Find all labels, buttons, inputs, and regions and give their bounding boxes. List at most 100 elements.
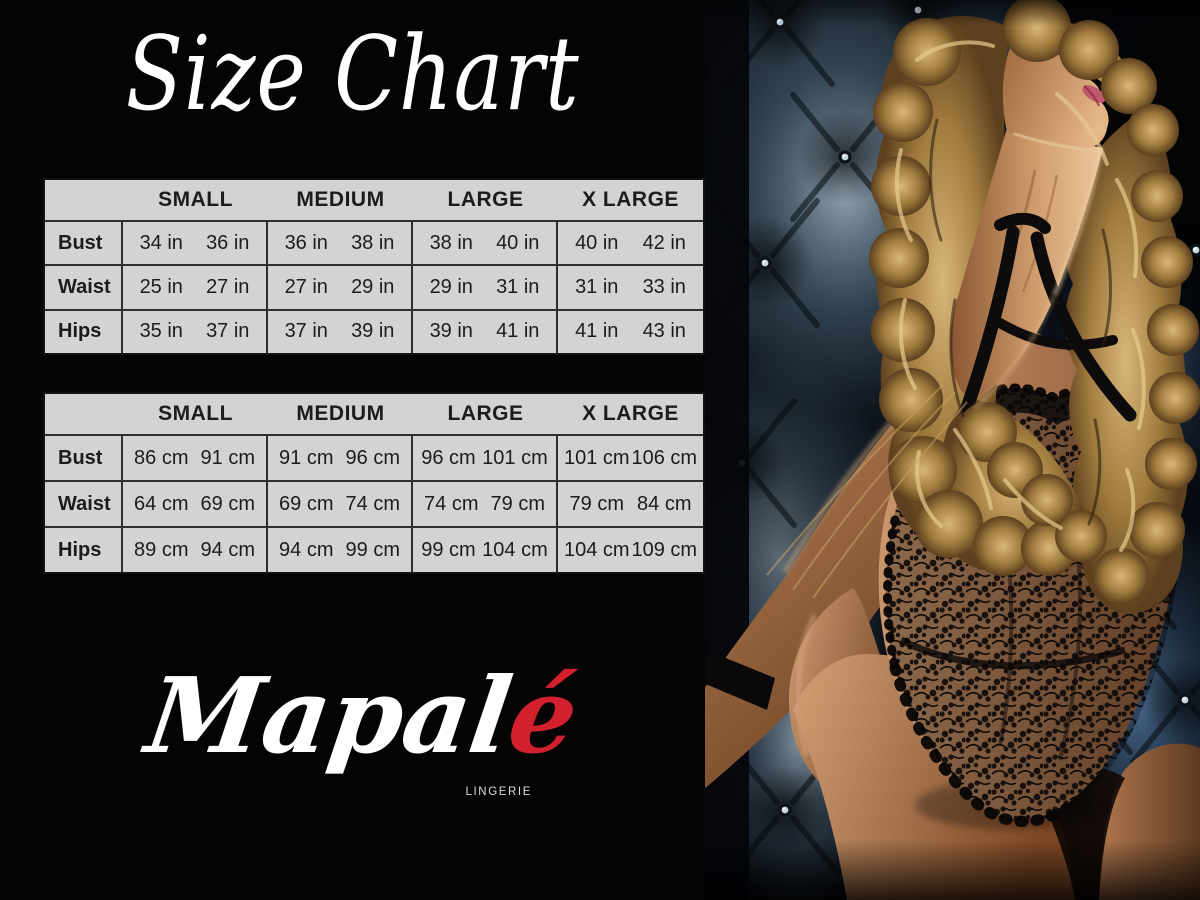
size-range-cell: 27 in 29 in [268, 264, 413, 309]
measurement-value: 42 in [642, 231, 686, 254]
table-corner-cell [45, 394, 123, 434]
measurement-value: 36 in [206, 231, 250, 254]
size-range-cell: 37 in 39 in [268, 308, 413, 353]
measurement-value: 69 cm [279, 492, 334, 515]
table-corner-cell [45, 180, 123, 220]
measurement-value: 86 cm [134, 446, 189, 469]
size-range-cell: 91 cm 96 cm [268, 434, 413, 480]
measurement-value: 96 cm [345, 446, 400, 469]
measurement-value: 40 in [496, 231, 540, 254]
measurement-value: 41 in [496, 320, 540, 343]
measurement-value: 74 cm [345, 492, 400, 515]
size-range-cell: 38 in 40 in [413, 220, 558, 265]
measurement-value: 31 in [575, 275, 619, 298]
measurement-value: 37 in [284, 320, 328, 343]
measurement-value: 74 cm [424, 492, 479, 515]
size-range-cell: 29 in 31 in [413, 264, 558, 309]
measurement-value: 101 cm [482, 446, 548, 469]
column-header: SMALL [158, 188, 233, 211]
measurement-value: 89 cm [134, 538, 189, 561]
measurement-value: 109 cm [631, 538, 698, 561]
measurement-value: 25 in [139, 275, 183, 298]
measurement-value: 39 in [351, 320, 395, 343]
row-label: Hips [45, 308, 123, 353]
measurement-value: 91 cm [200, 446, 255, 469]
measurement-value: 34 in [139, 231, 183, 254]
size-range-cell: 74 cm 79 cm [413, 480, 558, 526]
size-range-cell: 101 cm 106 cm [558, 434, 703, 480]
measurement-value: 39 in [429, 320, 473, 343]
column-header: LARGE [447, 402, 524, 425]
row-label: Bust [45, 434, 123, 480]
page-title-text: Size Chart [125, 15, 580, 134]
size-range-cell: 99 cm 104 cm [413, 526, 558, 572]
measurement-value: 104 cm [482, 538, 548, 561]
measurement-value: 79 cm [490, 492, 545, 515]
brand-logo: Mapalé LINGERIE [139, 654, 585, 815]
size-range-cell: 69 cm 74 cm [268, 480, 413, 526]
row-label: Hips [45, 526, 123, 572]
size-range-cell: 89 cm 94 cm [123, 526, 268, 572]
measurement-value: 31 in [496, 275, 540, 298]
column-header: MEDIUM [296, 402, 385, 425]
measurement-value: 99 cm [345, 538, 400, 561]
brand-wordmark-main: Mapal [139, 654, 519, 777]
measurement-value: 101 cm [563, 446, 630, 469]
column-header: LARGE [447, 188, 524, 211]
size-table-inches: SMALL MEDIUM LARGE X LARGE Bust 34 in 36 in 36 … [43, 178, 705, 355]
model-figure [705, 0, 1200, 900]
measurement-value: 43 in [642, 320, 686, 343]
measurement-value: 35 in [139, 320, 183, 343]
measurement-value: 29 in [429, 275, 473, 298]
column-header: MEDIUM [296, 188, 385, 211]
row-label: Waist [45, 264, 123, 309]
measurement-value: 33 in [642, 275, 686, 298]
size-range-cell: 39 in 41 in [413, 308, 558, 353]
column-header: X LARGE [582, 402, 679, 425]
size-range-cell: 34 in 36 in [123, 220, 268, 265]
brand-subtitle: LINGERIE [465, 786, 532, 798]
size-range-cell: 86 cm 91 cm [123, 434, 268, 480]
measurement-value: 27 in [206, 275, 250, 298]
size-range-cell: 40 in 42 in [558, 220, 703, 264]
size-range-cell: 41 in 43 in [558, 308, 703, 353]
measurement-value: 38 in [429, 231, 473, 254]
measurement-value: 96 cm [421, 446, 476, 469]
measurement-value: 94 cm [200, 538, 255, 561]
size-range-cell: 31 in 33 in [558, 264, 703, 308]
size-range-cell: 94 cm 99 cm [268, 526, 413, 572]
measurement-value: 69 cm [200, 492, 255, 515]
bottom-vignette [705, 840, 1200, 900]
size-range-cell: 64 cm 69 cm [123, 480, 268, 526]
model-photo [705, 0, 1200, 900]
measurement-value: 37 in [206, 320, 250, 343]
page-title: Size Chart [0, 15, 705, 134]
measurement-value: 41 in [575, 320, 619, 343]
size-range-cell: 36 in 38 in [268, 220, 413, 265]
measurement-value: 29 in [351, 275, 395, 298]
measurement-value: 27 in [284, 275, 328, 298]
halter-straps [960, 212, 1137, 422]
measurement-value: 84 cm [637, 492, 692, 515]
column-header: X LARGE [582, 188, 679, 211]
measurement-value: 106 cm [631, 446, 698, 469]
measurement-value: 99 cm [421, 538, 476, 561]
size-range-cell: 25 in 27 in [123, 264, 268, 309]
brand-wordmark: Mapalé [139, 654, 585, 777]
measurement-value: 91 cm [279, 446, 334, 469]
size-range-cell: 79 cm 84 cm [558, 480, 703, 526]
info-panel: Size Chart SMALL MEDIUM LARGE X LARGE Bust 34… [0, 15, 705, 815]
measurement-value: 36 in [284, 231, 328, 254]
top-vignette [705, 0, 1200, 26]
measurement-value: 94 cm [279, 538, 334, 561]
row-label: Bust [45, 220, 123, 265]
size-table-centimeters: SMALL MEDIUM LARGE X LARGE Bust 86 cm 91 cm 91 … [43, 392, 705, 574]
measurement-value: 64 cm [134, 492, 189, 515]
measurement-value: 40 in [575, 231, 619, 254]
row-label: Waist [45, 480, 123, 526]
size-range-cell: 96 cm 101 cm [413, 434, 558, 480]
size-range-cell: 104 cm 109 cm [558, 526, 703, 572]
size-range-cell: 35 in 37 in [123, 308, 268, 353]
measurement-value: 38 in [351, 231, 395, 254]
